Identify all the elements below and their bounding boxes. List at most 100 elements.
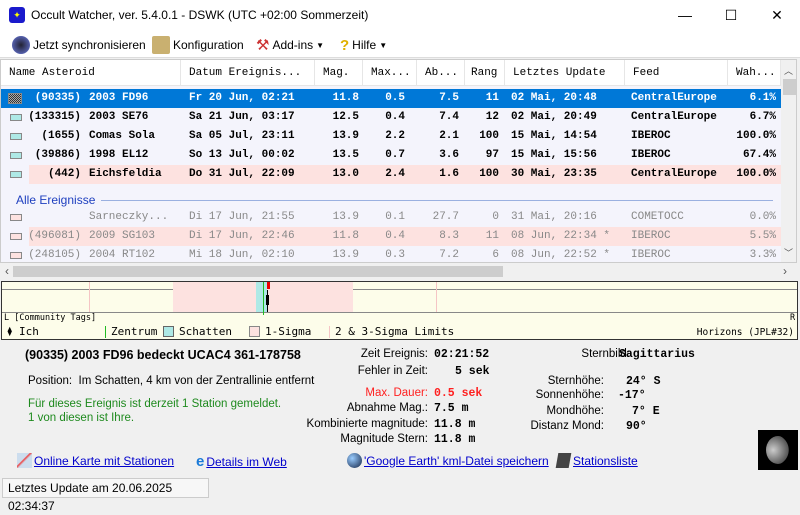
stations-line: 1 von diesen ist Ihre. xyxy=(28,412,135,424)
cell-update: 15 Mai, 14:54 xyxy=(511,130,597,142)
cell-max: 0.7 xyxy=(385,149,405,161)
addins-menu[interactable]: ⚒ Add-ins ▼ xyxy=(256,35,324,55)
status-bar: Letztes Update am 20.06.2025 02:34:37 xyxy=(2,478,209,513)
col-max[interactable]: Max... xyxy=(363,60,417,86)
community-tags[interactable]: [Community Tags] xyxy=(14,313,97,323)
field-value: 02:21:52 xyxy=(434,348,490,361)
cell-feed: IBEROC xyxy=(631,149,671,161)
field-value: 11.8 m xyxy=(434,418,476,431)
table-row[interactable]: (442) Eichsfeldia Do 31 Jul, 22:09 13.0 2.4 1… xyxy=(1,165,781,184)
moon-phase-icon xyxy=(758,430,798,470)
table-row[interactable]: (496081) 2009 SG103 Di 17 Jun, 22:46 11.8 0.… xyxy=(1,227,781,246)
events-table: Name Asteroid Datum Ereignis... Mag. Max… xyxy=(0,59,797,263)
kml-link-label[interactable]: 'Google Earth' kml-Datei speichern xyxy=(364,453,549,468)
web-link-label[interactable]: Details im Web xyxy=(206,454,287,469)
hscroll-thumb[interactable] xyxy=(13,266,503,277)
event-details: (90335) 2003 FD96 bedeckt UCAC4 361-1787… xyxy=(0,340,800,478)
status-swatch-icon xyxy=(10,133,22,140)
window-title: Occult Watcher, ver. 5.4.0.1 - DSWK (UTC… xyxy=(31,8,369,22)
col-date[interactable]: Datum Ereignis... xyxy=(181,60,315,86)
cell-name: Eichsfeldia xyxy=(89,168,162,180)
shadow-legend-icon xyxy=(163,326,175,337)
cell-mag: 13.9 xyxy=(332,211,359,223)
table-row[interactable]: (248105) 2004 RT102 Mi 18 Jun, 02:10 13.9 0.… xyxy=(1,246,781,262)
cell-date: So 13 Jul, 00:02 xyxy=(189,149,295,161)
event-heading: (90335) 2003 FD96 bedeckt UCAC4 361-1787… xyxy=(25,348,301,362)
scroll-down-icon[interactable]: ﹀ xyxy=(784,248,794,258)
sigma3-limit xyxy=(89,282,90,312)
cell-wah: 5.5% xyxy=(749,230,776,242)
cell-mag: 13.0 xyxy=(332,168,359,180)
stations-link-label[interactable]: Stationsliste xyxy=(573,453,638,468)
cell-max: 2.2 xyxy=(385,130,405,142)
sync-button[interactable]: Jetzt synchronisieren xyxy=(12,35,146,55)
minimize-button[interactable]: — xyxy=(678,7,692,23)
stations-link[interactable]: Stationsliste xyxy=(555,453,638,468)
col-wah[interactable]: Wah... xyxy=(728,60,781,86)
cell-ab: 1.6 xyxy=(439,168,459,180)
position-info: Position: Im Schatten, 4 km von der Zent… xyxy=(28,375,314,387)
cell-ab: 3.6 xyxy=(439,149,459,161)
scroll-left-icon[interactable]: ‹ xyxy=(5,264,9,278)
field-label: Max. Dauer: xyxy=(365,387,428,399)
col-name[interactable]: Name Asteroid xyxy=(1,60,181,86)
scroll-right-icon[interactable]: › xyxy=(783,264,787,278)
status-swatch-icon xyxy=(10,252,22,259)
me-legend-icon: ⧫ xyxy=(7,326,13,337)
map-link-label[interactable]: Online Karte mit Stationen xyxy=(34,453,175,468)
altitude-label: Sonnenhöhe: xyxy=(535,389,604,401)
shadow-band xyxy=(256,282,267,312)
group-header[interactable]: Alle Ereignisse xyxy=(16,193,96,207)
map-link[interactable]: Online Karte mit Stationen xyxy=(17,453,174,468)
sigma3-limit xyxy=(436,282,437,312)
altitude-value: -17° xyxy=(618,389,646,402)
sigma23-legend-icon xyxy=(329,325,331,338)
cell-name: 2004 RT102 xyxy=(89,249,156,261)
table-row[interactable]: (1655) Comas Sola Sa 05 Jul, 23:11 13.9 2.2 2… xyxy=(1,127,781,146)
altitude-label: Mondhöhe: xyxy=(546,405,604,417)
constellation-label: Sternbild: xyxy=(581,348,630,360)
table-row[interactable]: (133315) 2003 SE76 Sa 21 Jun, 03:17 12.5 0.4… xyxy=(1,108,781,127)
help-menu[interactable]: ? Hilfe ▼ xyxy=(340,35,387,55)
cell-feed: CentralEurope xyxy=(631,92,717,104)
center-legend-icon xyxy=(105,325,107,338)
position-label: Position: xyxy=(28,375,73,387)
kml-link[interactable]: 'Google Earth' kml-Datei speichern xyxy=(347,453,549,468)
occultation-timeline: L [Community Tags] R ⧫ Ich Zentrum Schat… xyxy=(1,281,798,340)
status-swatch-icon xyxy=(10,214,22,221)
cell-mag: 11.8 xyxy=(332,230,359,242)
center-line xyxy=(263,282,264,315)
scroll-up-icon[interactable]: ︿ xyxy=(784,66,794,76)
sync-label: Jetzt synchronisieren xyxy=(33,38,146,52)
cell-wah: 100.0% xyxy=(736,168,776,180)
table-row[interactable]: (90335) 2003 FD96 Fr 20 Jun, 02:21 11.8 0.5 7… xyxy=(1,89,781,108)
cell-rang: 0 xyxy=(492,211,499,223)
cell-num: (1655) xyxy=(41,130,81,142)
cell-update: 02 Mai, 20:49 xyxy=(511,111,597,123)
cell-name: 1998 EL12 xyxy=(89,149,149,161)
cell-update: 15 Mai, 15:56 xyxy=(511,149,597,161)
close-button[interactable]: ✕ xyxy=(771,7,783,23)
cell-wah: 100.0% xyxy=(736,130,776,142)
scroll-thumb[interactable] xyxy=(783,79,796,95)
cell-num: (133315) xyxy=(28,111,81,123)
vertical-scrollbar[interactable]: ︿ ﹀ xyxy=(781,60,796,262)
table-row[interactable]: (39886) 1998 EL12 So 13 Jul, 00:02 13.5 0.7 3… xyxy=(1,146,781,165)
col-rang[interactable]: Rang xyxy=(465,60,505,86)
cell-num: (496081) xyxy=(28,230,81,242)
stations-icon xyxy=(555,453,572,468)
col-mag[interactable]: Mag. xyxy=(315,60,363,86)
config-button[interactable]: Konfiguration xyxy=(152,35,244,55)
cell-update: 08 Jun, 22:52 * xyxy=(511,249,611,261)
horizontal-scrollbar[interactable]: ‹ › xyxy=(0,263,797,280)
col-ab[interactable]: Ab... xyxy=(417,60,465,86)
col-update[interactable]: Letztes Update xyxy=(505,60,625,86)
dropdown-arrow-icon: ▼ xyxy=(316,40,325,50)
maximize-button[interactable]: ☐ xyxy=(724,7,738,23)
cell-feed: IBEROC xyxy=(631,130,671,142)
event-marker xyxy=(267,282,270,289)
cell-max: 0.4 xyxy=(385,111,405,123)
web-link[interactable]: e Details im Web xyxy=(196,453,287,470)
col-feed[interactable]: Feed xyxy=(625,60,728,86)
table-row[interactable]: Sarneczky... Di 17 Jun, 21:55 13.9 0.1 27.7 0… xyxy=(1,208,781,227)
